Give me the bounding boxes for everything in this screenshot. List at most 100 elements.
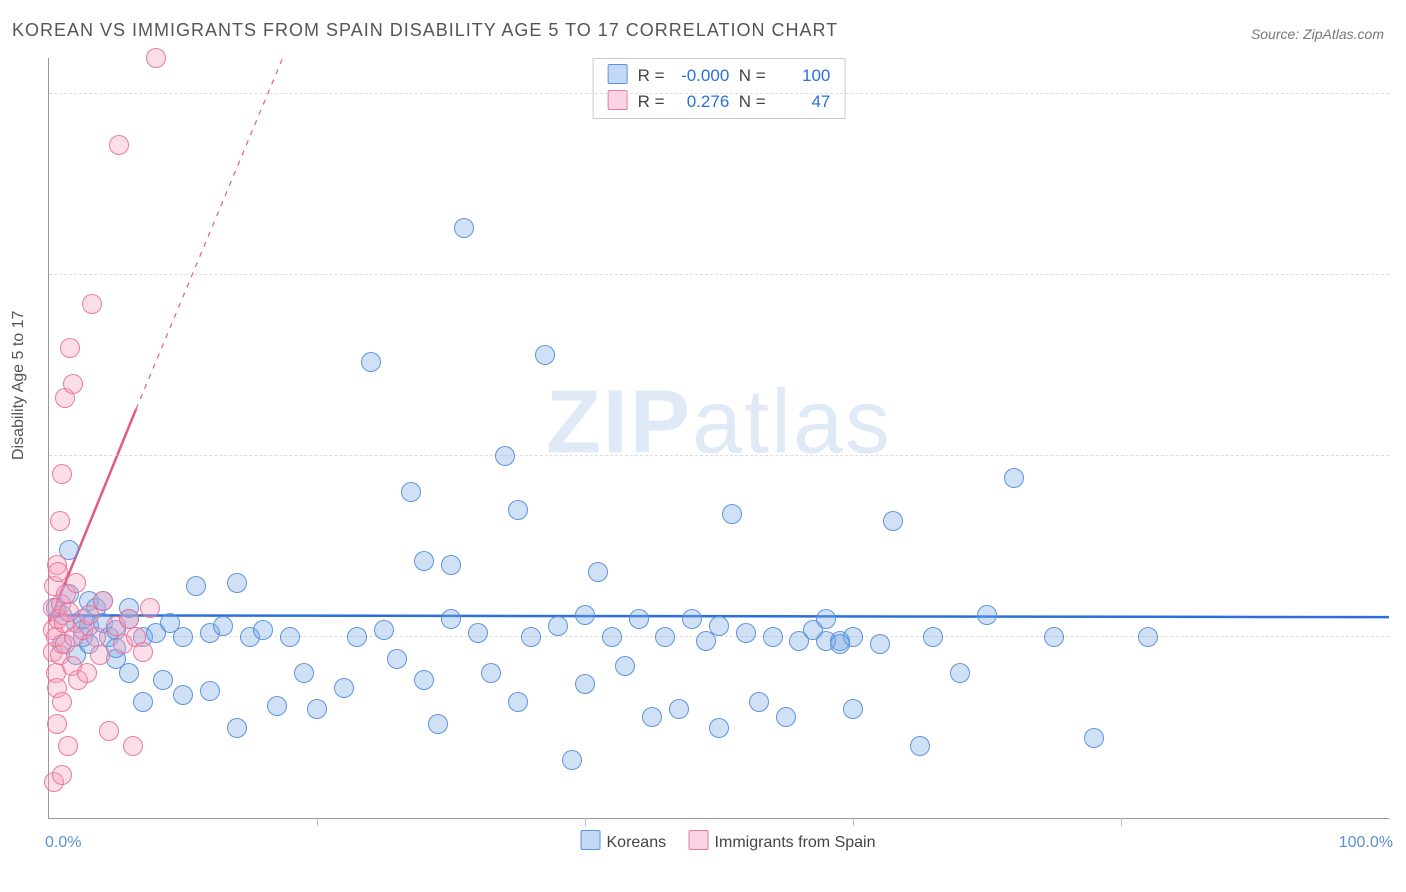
data-point	[749, 692, 769, 712]
stats-legend: R = -0.000 N = 100 R = 0.276 N = 47	[593, 58, 846, 119]
data-point	[481, 663, 501, 683]
swatch-blue	[581, 830, 601, 850]
data-point	[253, 620, 273, 640]
watermark: ZIPatlas	[546, 371, 892, 474]
data-point	[575, 674, 595, 694]
swatch-pink	[689, 830, 709, 850]
data-point	[816, 609, 836, 629]
x-tick-max: 100.0%	[1339, 834, 1393, 852]
trend-lines	[49, 58, 1389, 818]
data-point	[267, 696, 287, 716]
data-point	[99, 721, 119, 741]
data-point	[870, 634, 890, 654]
data-point	[227, 573, 247, 593]
data-point	[58, 736, 78, 756]
data-point	[133, 642, 153, 662]
data-point	[615, 656, 635, 676]
data-point	[213, 616, 233, 636]
data-point	[468, 623, 488, 643]
data-point	[66, 573, 86, 593]
data-point	[119, 663, 139, 683]
data-point	[90, 645, 110, 665]
data-point	[414, 551, 434, 571]
data-point	[977, 605, 997, 625]
data-point	[374, 620, 394, 640]
data-point	[146, 48, 166, 68]
data-point	[153, 670, 173, 690]
data-point	[1138, 627, 1158, 647]
data-point	[602, 627, 622, 647]
data-point	[140, 598, 160, 618]
data-point	[186, 576, 206, 596]
x-tick-min: 0.0%	[45, 834, 81, 852]
data-point	[200, 681, 220, 701]
data-point	[776, 707, 796, 727]
data-point	[123, 736, 143, 756]
data-point	[508, 692, 528, 712]
series-legend: Koreans Immigrants from Spain	[563, 830, 876, 852]
swatch-blue	[608, 64, 628, 84]
data-point	[843, 699, 863, 719]
data-point	[709, 616, 729, 636]
data-point	[1044, 627, 1064, 647]
data-point	[227, 718, 247, 738]
data-point	[109, 135, 129, 155]
data-point	[454, 218, 474, 238]
data-point	[588, 562, 608, 582]
data-point	[60, 338, 80, 358]
data-point	[508, 500, 528, 520]
data-point	[173, 627, 193, 647]
data-point	[535, 345, 555, 365]
data-point	[52, 765, 72, 785]
data-point	[1084, 728, 1104, 748]
chart-title: KOREAN VS IMMIGRANTS FROM SPAIN DISABILI…	[12, 20, 838, 41]
data-point	[575, 605, 595, 625]
data-point	[50, 511, 70, 531]
data-point	[548, 616, 568, 636]
data-point	[294, 663, 314, 683]
data-point	[883, 511, 903, 531]
data-point	[441, 609, 461, 629]
data-point	[361, 352, 381, 372]
data-point	[562, 750, 582, 770]
data-point	[642, 707, 662, 727]
data-point	[1004, 468, 1024, 488]
data-point	[86, 627, 106, 647]
data-point	[629, 609, 649, 629]
data-point	[59, 602, 79, 622]
data-point	[709, 718, 729, 738]
data-point	[63, 374, 83, 394]
data-point	[401, 482, 421, 502]
data-point	[763, 627, 783, 647]
data-point	[47, 714, 67, 734]
data-point	[52, 464, 72, 484]
data-point	[722, 504, 742, 524]
data-point	[682, 609, 702, 629]
data-point	[93, 591, 113, 611]
data-point	[173, 685, 193, 705]
data-point	[495, 446, 515, 466]
data-point	[923, 627, 943, 647]
data-point	[82, 294, 102, 314]
data-point	[428, 714, 448, 734]
data-point	[736, 623, 756, 643]
data-point	[347, 627, 367, 647]
data-point	[655, 627, 675, 647]
data-point	[77, 663, 97, 683]
source-label: Source: ZipAtlas.com	[1251, 26, 1384, 42]
data-point	[830, 634, 850, 654]
data-point	[414, 670, 434, 690]
data-point	[521, 627, 541, 647]
data-point	[441, 555, 461, 575]
data-point	[387, 649, 407, 669]
data-point	[52, 692, 72, 712]
data-point	[950, 663, 970, 683]
y-axis-label: Disability Age 5 to 17	[10, 311, 28, 460]
data-point	[307, 699, 327, 719]
data-point	[334, 678, 354, 698]
data-point	[280, 627, 300, 647]
data-point	[669, 699, 689, 719]
data-point	[133, 692, 153, 712]
data-point	[910, 736, 930, 756]
data-point	[119, 609, 139, 629]
